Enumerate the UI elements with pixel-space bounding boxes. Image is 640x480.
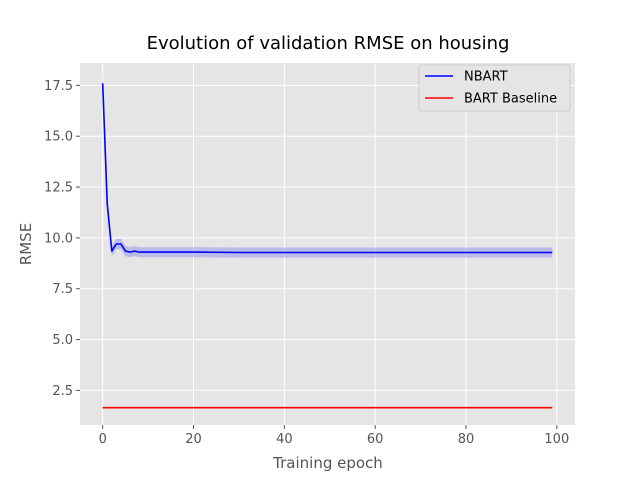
y-tick-label: 5.0 [52, 333, 73, 348]
x-tick-label: 60 [367, 432, 384, 447]
y-axis-ticks: 2.5 5.0 7.5 10.0 12.5 15.0 17.5 [44, 79, 80, 399]
x-tick-label: 40 [276, 432, 293, 447]
nbart-legend-label: NBART [464, 70, 508, 85]
y-axis-label: RMSE [17, 223, 35, 265]
series-layer [101, 75, 553, 409]
plot-area [80, 63, 575, 425]
x-tick-label: 0 [99, 432, 107, 447]
y-tick-label: 15.0 [44, 130, 73, 145]
y-tick-label: 10.0 [44, 231, 73, 246]
nbart-series-line [101, 83, 553, 254]
x-axis-ticks: 0 20 40 60 80 100 [99, 425, 569, 447]
x-tick-label: 80 [458, 432, 475, 447]
y-tick-label: 12.5 [44, 181, 73, 196]
x-axis-label: Training epoch [272, 454, 383, 472]
legend-box [418, 64, 571, 112]
y-tick-label: 17.5 [44, 79, 73, 94]
legend: NBART BART Baseline [418, 64, 571, 112]
grid-lines [80, 63, 575, 425]
x-tick-label: 20 [185, 432, 202, 447]
y-tick-label: 2.5 [52, 384, 73, 399]
y-tick-label: 7.5 [52, 282, 73, 297]
x-tick-label: 100 [544, 432, 569, 447]
chart-title: Evolution of validation RMSE on housing [147, 33, 510, 54]
bart-baseline-legend-label: BART Baseline [464, 92, 557, 107]
